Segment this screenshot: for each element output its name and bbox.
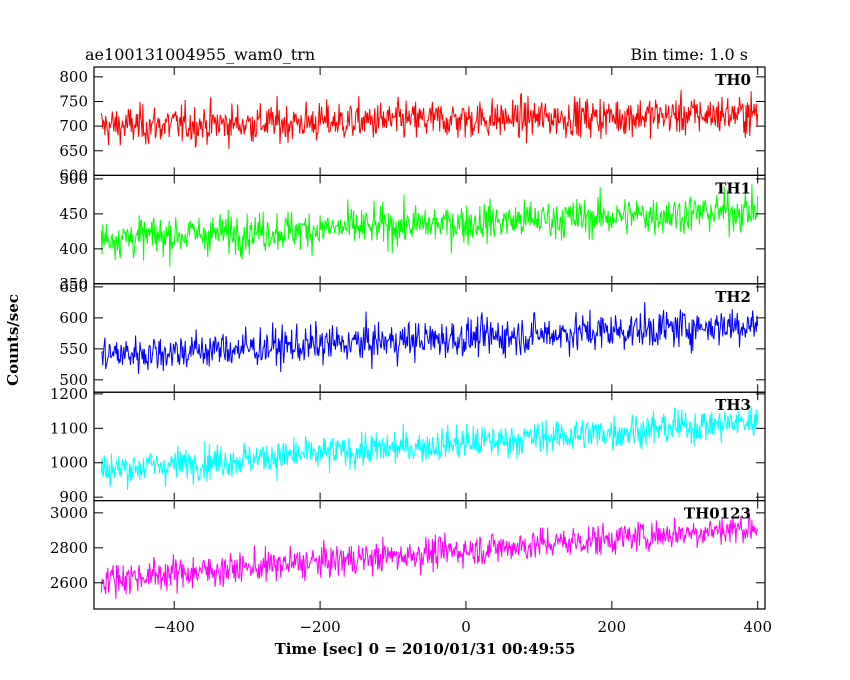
panel-label-th3: TH3 xyxy=(715,396,751,414)
series-line-th0 xyxy=(100,90,759,149)
x-axis-label: Time [sec] 0 = 2010/01/31 00:49:55 xyxy=(275,640,576,658)
y-tick-label: 650 xyxy=(59,142,88,160)
y-tick-label: 600 xyxy=(59,166,88,184)
x-axis-ticks: −400 −200 0 200 400 xyxy=(154,618,772,636)
y-tick-label: 2800 xyxy=(50,539,88,557)
y-tick-label: 1200 xyxy=(50,385,88,403)
panel-th0: 600 650 700 750 800 TH0 xyxy=(59,66,766,184)
y-tick-label: 650 xyxy=(59,278,88,296)
x-tick-label: 0 xyxy=(461,618,471,636)
y-tick-label: 350 xyxy=(59,275,88,293)
y-axis-label: Counts/sec xyxy=(4,294,22,386)
x-tick-label: −200 xyxy=(299,618,340,636)
chart-title: ae100131004955_wam0_trn xyxy=(85,45,315,64)
panel-frame xyxy=(93,500,766,610)
x-tick-label: −400 xyxy=(154,618,195,636)
y-tick-label: 800 xyxy=(59,68,88,86)
panel-th3: 900 1000 1100 1200 TH3 xyxy=(50,385,766,506)
series-line-th2 xyxy=(100,301,759,374)
y-tick-label: 550 xyxy=(59,340,88,358)
panel-th1: 350 400 450 500 TH1 xyxy=(59,170,766,293)
panels-group: 600 650 700 750 800 TH0 350 400 450 500 TH1 500 550 6… xyxy=(50,66,766,610)
y-tick-label: 900 xyxy=(59,488,88,506)
y-tick-label: 400 xyxy=(59,240,88,258)
x-tick-label: 400 xyxy=(743,618,772,636)
y-tick-label: 500 xyxy=(59,371,88,389)
y-tick-label: 2600 xyxy=(50,574,88,592)
y-tick-label: 700 xyxy=(59,117,88,135)
y-tick-label: 750 xyxy=(59,92,88,110)
panel-label-th0123: TH0123 xyxy=(684,505,751,523)
series-line-th3 xyxy=(100,406,759,491)
y-tick-label: 1100 xyxy=(50,419,88,437)
y-tick-label: 3000 xyxy=(50,504,88,522)
series-line-th1 xyxy=(100,184,759,267)
y-tick-label: 600 xyxy=(59,309,88,327)
panel-label-th2: TH2 xyxy=(715,288,751,306)
panel-th2: 500 550 600 650 TH2 xyxy=(59,278,766,393)
panel-th0123: 2600 2800 3000 TH0123 xyxy=(50,500,766,610)
panel-label-th1: TH1 xyxy=(715,179,751,197)
y-tick-label: 450 xyxy=(59,205,88,223)
series-line-th0123 xyxy=(100,511,759,599)
bin-time-label: Bin time: 1.0 s xyxy=(630,45,748,64)
x-tick-label: 200 xyxy=(598,618,627,636)
y-tick-label: 500 xyxy=(59,170,88,188)
y-tick-label: 1000 xyxy=(50,454,88,472)
panel-label-th0: TH0 xyxy=(715,71,751,89)
